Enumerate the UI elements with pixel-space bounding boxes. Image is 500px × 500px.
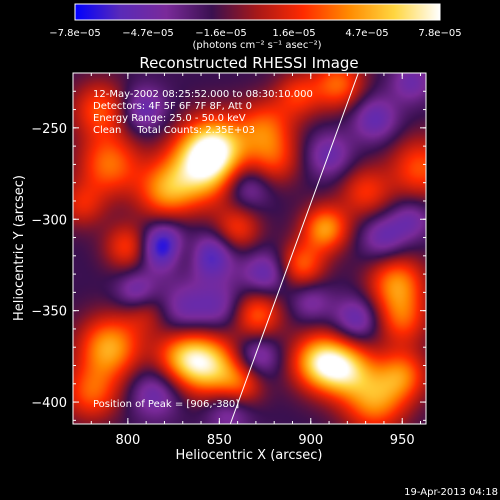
annotation-peak-position: Position of Peak = [906,-380]: [93, 399, 239, 410]
solar-limb-line: [229, 73, 359, 424]
footer-timestamp: 19-Apr-2013 04:18: [404, 487, 498, 498]
y-tick-label: −400: [31, 396, 67, 411]
colorbar-gradient: [74, 3, 441, 21]
y-tick-label: −250: [31, 122, 67, 137]
annotation-time-range: 12-May-2002 08:25:52.000 to 08:30:10.000: [93, 89, 313, 100]
x-axis-label: Heliocentric X (arcsec): [176, 448, 323, 463]
y-tick-label: −350: [31, 305, 67, 320]
x-tick-label: 950: [390, 433, 415, 448]
colorbar-tick-label: 1.6e−05: [272, 28, 315, 39]
annotation-detectors: Detectors: 4F 5F 6F 7F 8F, Att 0: [93, 101, 252, 112]
colorbar-tick-label: 4.7e−05: [345, 28, 388, 39]
colorbar-tick-label: −4.7e−05: [122, 28, 174, 39]
colorbar: −7.8e−05 −4.7e−05 −1.6e−05 1.6e−05 4.7e−05 7.…: [49, 3, 462, 51]
plot-area: [73, 73, 426, 424]
annotations: 12-May-2002 08:25:52.000 to 08:30:10.000…: [93, 89, 313, 410]
colorbar-ticks: −7.8e−05 −4.7e−05 −1.6e−05 1.6e−05 4.7e−05 7.…: [49, 28, 461, 39]
plot-frame: [72, 72, 427, 425]
annotation-energy-range: Energy Range: 25.0 - 50.0 keV: [93, 113, 246, 124]
colorbar-unit-label: (photons cm⁻² s⁻¹ asec⁻²): [192, 40, 321, 51]
y-axis-label: Heliocentric Y (arcsec): [12, 175, 27, 321]
annotation-clean-counts: Clean Total Counts: 2.35E+03: [93, 125, 255, 136]
colorbar-tick-label: 7.8e−05: [418, 28, 461, 39]
x-axis: 800 850 900 950: [90, 73, 422, 448]
y-axis: −250 −300 −350 −400: [31, 72, 426, 421]
chart-title: Reconstructed RHESSI Image: [139, 54, 358, 72]
colorbar-tick-label: −1.6e−05: [195, 28, 247, 39]
x-tick-label: 900: [298, 433, 323, 448]
heatmap-image: [73, 73, 426, 424]
y-tick-label: −300: [31, 213, 67, 228]
x-tick-label: 800: [115, 433, 140, 448]
colorbar-tick-label: −7.8e−05: [49, 28, 101, 39]
x-tick-label: 850: [207, 433, 232, 448]
